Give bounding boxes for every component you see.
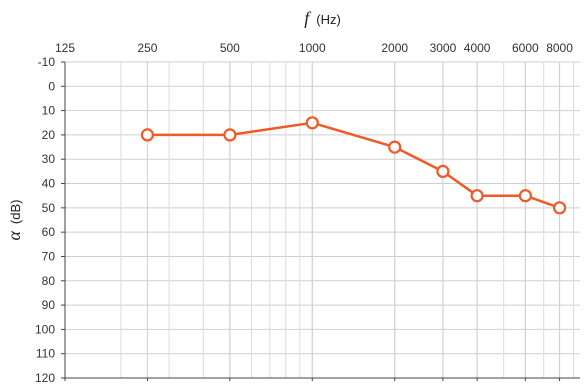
x-tick-label: 6000 <box>512 41 539 55</box>
y-axis-symbol: α <box>4 231 24 241</box>
y-tick-label: 100 <box>35 322 55 336</box>
y-tick-label: 80 <box>42 274 56 288</box>
grid <box>64 61 580 379</box>
y-axis-unit: (dB) <box>8 199 23 224</box>
y-tick-label: 0 <box>48 79 55 93</box>
series <box>140 116 567 215</box>
x-tick-label: 1000 <box>299 41 326 55</box>
data-point <box>223 128 237 142</box>
y-tick-label: 30 <box>42 152 56 166</box>
y-axis-title: α (dB) <box>4 199 24 240</box>
x-tick-label: 125 <box>55 41 75 55</box>
y-tick-label: 10 <box>42 104 56 118</box>
y-tick-label: 110 <box>36 347 55 361</box>
x-axis-unit: (Hz) <box>316 12 341 27</box>
x-axis-title: f (Hz) <box>304 8 341 28</box>
data-point <box>436 164 450 178</box>
x-tick-label: 2000 <box>381 41 408 55</box>
y-tick-label: 50 <box>42 201 56 215</box>
data-point <box>518 189 533 203</box>
y-tick-label: 20 <box>42 128 56 142</box>
y-tick-labels: -10 0 10 20 30 40 50 60 70 80 90 100 110 120 <box>35 55 55 385</box>
y-tick-label: 60 <box>42 225 56 239</box>
y-tick-label: 90 <box>42 298 56 312</box>
axes <box>61 61 580 381</box>
data-point <box>140 128 154 142</box>
y-tick-label: 120 <box>35 371 55 385</box>
y-tick-label: 40 <box>42 177 56 191</box>
data-point <box>470 189 484 203</box>
x-axis-symbol: f <box>304 8 312 28</box>
x-tick-label: 3000 <box>430 41 457 55</box>
series-line <box>147 121 561 209</box>
data-point <box>388 140 402 154</box>
x-tick-label: 500 <box>220 41 240 55</box>
x-tick-label: 250 <box>137 41 157 55</box>
y-tick-label: -10 <box>38 55 56 69</box>
y-tick-label: 70 <box>42 249 56 263</box>
data-point <box>305 116 319 130</box>
data-point <box>552 201 567 215</box>
x-tick-labels: 125 250 500 1000 2000 3000 4000 6000 8000 <box>55 41 573 55</box>
x-tick-label: 8000 <box>546 41 573 55</box>
x-tick-label: 4000 <box>464 41 491 55</box>
